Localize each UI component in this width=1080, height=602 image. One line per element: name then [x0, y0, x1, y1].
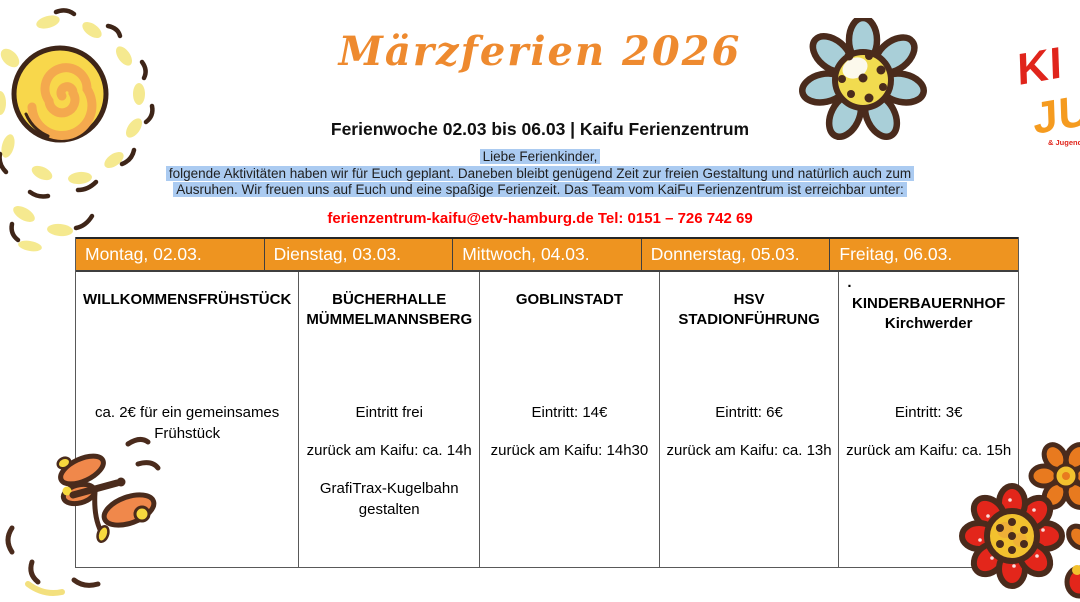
header-friday: Freitag, 06.03. [839, 244, 953, 264]
detail-line: ca. 2€ für ein gemeinsames Frühstück [95, 404, 280, 442]
activity-details: Eintritt: 14€ zurück am Kaifu: 14h30 [486, 402, 653, 478]
cell-thursday: HSV STADIONFÜHRUNG Eintritt: 6€ zurück a… [660, 272, 840, 567]
header-thursday: Donnerstag, 05.03. [642, 239, 831, 270]
week-subtitle: Ferienwoche 02.03 bis 06.03 | Kaifu Feri… [330, 119, 750, 139]
header-monday: Montag, 02.03. [76, 239, 265, 270]
schedule-body-row: WILLKOMMENSFRÜHSTÜCK ca. 2€ für ein geme… [76, 272, 1018, 567]
intro-line: Liebe Ferienkinder, [479, 149, 601, 164]
page-title: Märzferien 2026 [338, 28, 742, 75]
header-tuesday: Dienstag, 03.03. [265, 239, 454, 270]
kiju-logo: KI JU & Jugend [1005, 28, 1080, 168]
activity-title: WILLKOMMENSFRÜHSTÜCK [83, 291, 292, 308]
activity-details: Eintritt: 6€ zurück am Kaifu: ca. 13h [666, 402, 833, 478]
contact-line: ferienzentrum-kaifu@etv-hamburg.de Tel: … [327, 210, 753, 227]
detail-line: GrafiTrax-Kugelbahn gestalten [319, 480, 459, 518]
activity-title: KINDERBAUERNHOF [852, 295, 1006, 312]
header-wednesday: Mittwoch, 04.03. [453, 239, 642, 270]
activity-title: BÜCHERHALLE MÜMMELMANNSBERG [306, 291, 473, 328]
detail-line: zurück am Kaifu: ca. 14h [306, 442, 472, 459]
activity-details: ca. 2€ für ein gemeinsames Frühstück [82, 402, 292, 461]
activity-subtitle: Kirchwerder [884, 315, 973, 332]
activity-title: HSV STADIONFÜHRUNG [678, 291, 820, 328]
detail-line: zurück am Kaifu: ca. 15h [846, 442, 1012, 459]
intro-paragraph: Liebe Ferienkinder, folgende Aktivitäten… [0, 149, 1080, 199]
kiju-logo-caption: & Jugend [1048, 138, 1080, 147]
cell-tuesday: BÜCHERHALLE MÜMMELMANNSBERG Eintritt fre… [299, 272, 481, 567]
detail-line: Eintritt: 6€ [715, 404, 783, 421]
activity-details: Eintritt frei zurück am Kaifu: ca. 14h G… [305, 402, 473, 537]
detail-line: Eintritt frei [355, 404, 423, 421]
schedule-header-row: Montag, 02.03. Dienstag, 03.03. Mittwoch… [76, 237, 1018, 272]
intro-line: Ausruhen. Wir freuen uns auf Euch und ei… [173, 182, 907, 197]
cell-friday: . KINDERBAUERNHOF Kirchwerder Eintritt: … [839, 272, 1018, 567]
detail-line: Eintritt: 14€ [531, 404, 608, 421]
schedule-table: Montag, 02.03. Dienstag, 03.03. Mittwoch… [75, 237, 1019, 568]
cell-monday: WILLKOMMENSFRÜHSTÜCK ca. 2€ für ein geme… [76, 272, 300, 567]
cell-wednesday: GOBLINSTADT Eintritt: 14€ zurück am Kaif… [480, 272, 660, 567]
activity-title: GOBLINSTADT [515, 291, 624, 308]
detail-line: zurück am Kaifu: ca. 13h [666, 442, 832, 459]
detail-line: Eintritt: 3€ [894, 404, 963, 421]
intro-line: folgende Aktivitäten haben wir für Euch … [165, 165, 915, 181]
activity-details: Eintritt: 3€ zurück am Kaifu: ca. 15h [845, 402, 1012, 478]
cell-pre-dot: . [847, 274, 852, 291]
detail-line: zurück am Kaifu: 14h30 [490, 442, 649, 459]
